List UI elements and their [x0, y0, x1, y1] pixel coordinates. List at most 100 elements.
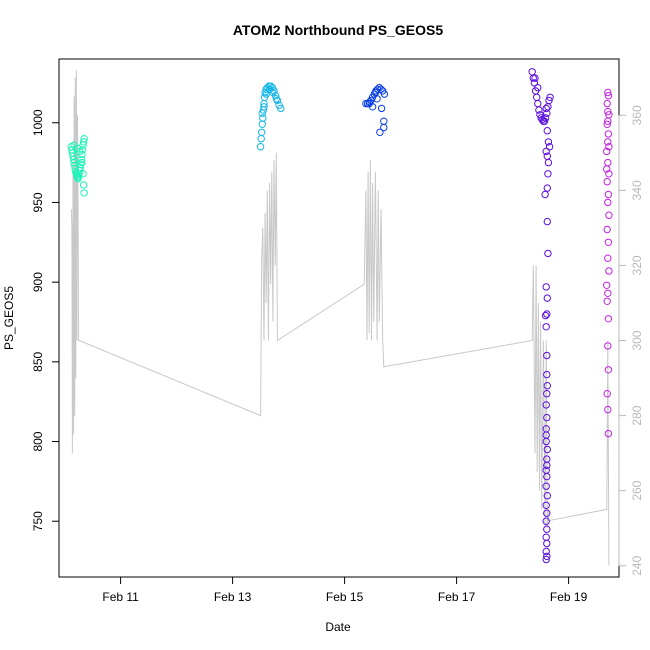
data-point	[540, 117, 549, 125]
data-point	[277, 104, 285, 113]
data-point	[272, 95, 280, 103]
data-point	[603, 147, 611, 156]
data-point	[80, 189, 88, 197]
data-point	[603, 99, 611, 108]
data-point	[605, 211, 613, 219]
y2-tick-label: 320	[630, 255, 644, 275]
data-point	[542, 147, 550, 156]
data-point	[604, 405, 612, 414]
data-point	[542, 401, 550, 409]
data-point	[380, 117, 388, 125]
data-point	[603, 225, 611, 234]
data-point	[257, 135, 265, 143]
data-point	[542, 283, 550, 291]
data-point	[543, 539, 551, 548]
secondary-series-line	[70, 70, 610, 566]
data-point	[603, 297, 611, 305]
data-point	[380, 90, 389, 98]
data-point	[604, 117, 612, 125]
data-point	[541, 311, 550, 320]
data-point	[544, 138, 553, 146]
data-point	[543, 127, 551, 135]
data-point	[80, 135, 88, 143]
data-point	[542, 501, 550, 509]
data-point	[528, 68, 536, 76]
data-point	[604, 315, 613, 323]
data-point	[543, 445, 551, 454]
data-point	[543, 413, 551, 422]
y-tick-label: 750	[31, 511, 45, 531]
data-point	[545, 96, 553, 105]
data-point	[543, 525, 551, 533]
y-tick-label: 950	[31, 192, 45, 212]
data-point	[543, 294, 551, 302]
data-point	[542, 517, 550, 525]
data-point	[543, 217, 551, 226]
data-point	[605, 170, 613, 178]
data-point	[543, 310, 551, 318]
points-layer	[67, 68, 613, 564]
data-point	[376, 128, 384, 137]
data-point	[543, 472, 551, 481]
data-point	[541, 114, 550, 122]
data-point	[544, 103, 552, 111]
data-point	[258, 128, 266, 137]
x-tick-label: Feb 15	[326, 590, 364, 604]
data-point	[603, 390, 611, 398]
data-point	[605, 267, 613, 275]
data-point	[543, 370, 551, 379]
data-point	[260, 103, 268, 111]
data-point	[77, 155, 86, 164]
data-point	[534, 84, 542, 92]
data-point	[605, 143, 613, 151]
data-point	[530, 79, 539, 87]
data-point	[604, 198, 612, 207]
data-point	[543, 461, 551, 470]
data-point	[604, 254, 612, 262]
data-point	[380, 123, 388, 132]
data-point	[604, 130, 613, 138]
data-point	[76, 147, 84, 156]
data-point	[604, 238, 613, 247]
data-point	[76, 163, 85, 172]
data-point	[542, 547, 550, 556]
x-tick-label: Feb 13	[214, 590, 252, 604]
x-tick-label: Feb 11	[102, 590, 139, 604]
data-point	[542, 533, 550, 541]
x-tick-label: Feb 19	[550, 590, 588, 604]
data-point	[604, 366, 613, 374]
data-point	[542, 437, 550, 446]
data-point	[77, 160, 85, 168]
data-point	[543, 552, 551, 560]
data-point	[604, 88, 612, 97]
data-point	[534, 99, 542, 108]
secondary-line-layer	[70, 70, 610, 566]
y2-tick-label: 260	[630, 480, 644, 500]
data-point	[604, 429, 613, 438]
data-point	[604, 158, 612, 167]
data-point	[604, 107, 612, 116]
y-tick-label: 800	[31, 431, 45, 451]
data-point	[541, 190, 549, 199]
data-point	[543, 184, 551, 192]
data-point	[543, 351, 551, 360]
data-point	[542, 466, 550, 474]
data-point	[604, 190, 613, 199]
data-point	[377, 85, 385, 94]
data-point	[542, 323, 550, 331]
data-point	[603, 178, 611, 186]
data-point	[79, 138, 88, 146]
data-point	[544, 249, 552, 258]
data-point	[531, 74, 539, 82]
y2-tick-label: 300	[630, 330, 644, 350]
data-point	[543, 390, 551, 398]
data-point	[603, 281, 611, 289]
y-tick-label: 900	[31, 272, 45, 292]
data-point	[543, 509, 551, 517]
data-point	[542, 555, 550, 564]
data-point	[269, 88, 277, 97]
axes-layer: Feb 11 Feb 13 Feb 15 Feb 17 Feb 19 750 800 850 9…	[31, 105, 644, 604]
y2-tick-label: 280	[630, 405, 644, 425]
